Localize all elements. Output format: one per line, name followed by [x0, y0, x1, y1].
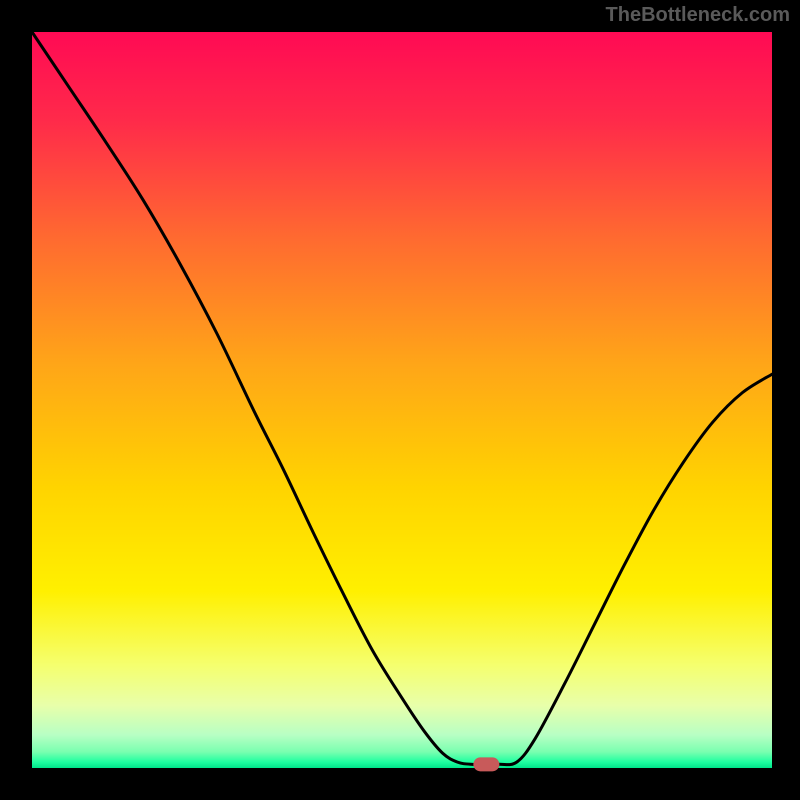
- minimum-marker: [473, 757, 499, 771]
- watermark-text: TheBottleneck.com: [606, 4, 790, 27]
- chart-area: [0, 0, 800, 800]
- chart-svg: [0, 0, 800, 800]
- plot-background: [32, 32, 772, 768]
